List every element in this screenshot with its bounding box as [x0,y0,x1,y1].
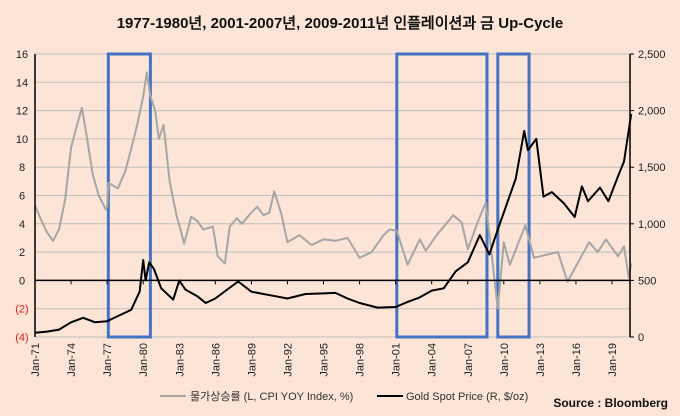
x-tick-label: Jan-80 [138,343,150,377]
highlight-box [496,52,531,339]
highlight-box [395,52,489,339]
chart-title: 1977-1980년, 2001-2007년, 2009-2011년 인플레이션… [117,14,564,32]
x-tick-label: Jan-13 [535,343,547,377]
x-tick-label: Jan-16 [571,343,583,377]
y-left-tick-label: 4 [19,219,25,231]
x-tick-label: Jan-10 [499,343,511,377]
y-right-tick-label: 2,000 [638,106,666,118]
gold-price-line [34,113,633,334]
y-right-tick-label: 0 [638,332,644,344]
y-left-tick-label: 8 [19,162,25,174]
y-left-tick-label: 14 [16,77,28,89]
y-left-tick-label: 6 [19,191,25,203]
x-tick-label: Jan-95 [319,343,331,377]
y-left-tick-label: 16 [16,49,28,61]
legend-label-gold: Gold Spot Price (R, $/oz) [406,391,528,403]
x-tick-label: Jan-92 [282,343,294,377]
y-left-tick-label: 0 [19,275,25,287]
y-left-tick-label: (2) [15,304,28,316]
x-tick-label: Jan-71 [30,343,42,377]
y-left-tick-label: 2 [19,247,25,259]
y-left-tick-label: (4) [15,332,28,344]
x-tick-label: Jan-77 [102,343,114,377]
y-right-tick-label: 1,000 [638,219,666,231]
y-right-tick-label: 500 [638,275,656,287]
y-left-tick-label: 10 [16,134,28,146]
cpi-line [34,71,633,310]
x-tick-label: Jan-83 [174,343,186,377]
x-tick-label: Jan-89 [246,343,258,377]
x-tick-label: Jan-01 [391,343,403,377]
x-tick-label: Jan-19 [607,343,619,377]
y-right-tick-label: 2,500 [638,49,666,61]
x-tick-label: Jan-74 [66,343,78,377]
x-tick-label: Jan-98 [355,343,367,377]
y-right-tick-label: 1,500 [638,162,666,174]
x-tick-label: Jan-04 [427,343,439,377]
legend-label-cpi: 물가상승률 (L, CPI YOY Index, %) [190,390,353,403]
y-left-tick-label: 12 [16,106,28,118]
source-label: Source : Bloomberg [553,396,668,410]
x-tick-label: Jan-86 [210,343,222,377]
x-tick-label: Jan-07 [463,343,475,377]
